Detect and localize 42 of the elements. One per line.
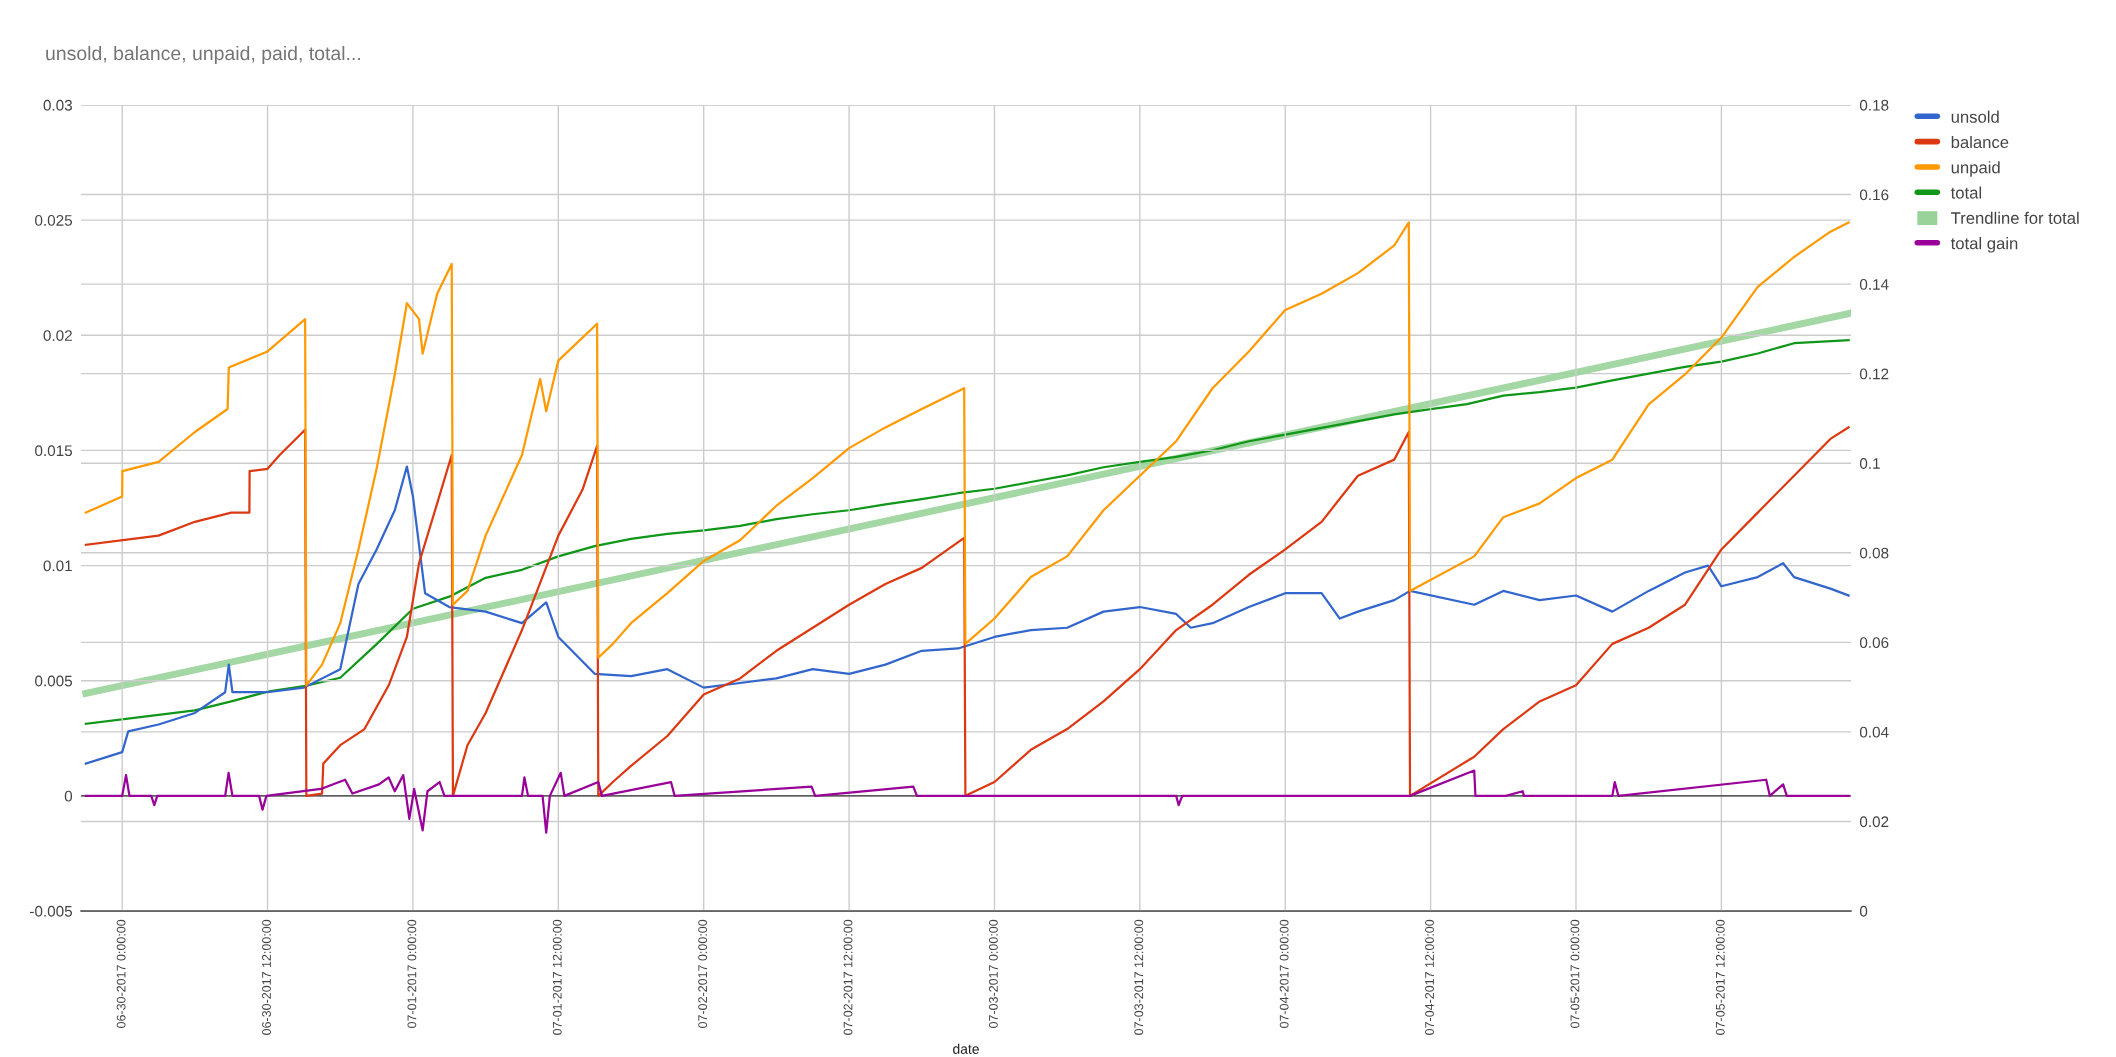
x-tick-label: 07-03-2017 12:00:00 — [1134, 919, 1144, 1035]
y2-tick-label: 0.02 — [1859, 816, 1889, 828]
y2-tick-label: 0.04 — [1859, 726, 1889, 738]
legend-label: unsold — [1951, 110, 1999, 123]
y-tick-label: 0.005 — [35, 675, 73, 687]
legend-label: balance — [1951, 135, 2009, 149]
y2-tick-label: 0.12 — [1859, 368, 1889, 380]
line-series — [84, 769, 1850, 834]
x-tick-label: 07-01-2017 12:00:00 — [552, 919, 562, 1035]
y-tick-label: 0 — [64, 790, 73, 802]
y2-tick-label: 0 — [1859, 905, 1868, 917]
x-tick-label: 07-03-2017 0:00:00 — [988, 919, 998, 1028]
line-series — [84, 221, 1850, 687]
x-tick-label: 07-05-2017 12:00:00 — [1715, 919, 1725, 1035]
x-tick-label: 07-02-2017 0:00:00 — [698, 919, 708, 1028]
y-tick-label: 0.01 — [43, 560, 72, 572]
x-tick-label: 07-04-2017 12:00:00 — [1425, 919, 1434, 1035]
y-tick-label: 0.03 — [43, 99, 72, 111]
y2-tick-label: 0.06 — [1859, 637, 1889, 649]
y2-tick-label: 0.14 — [1859, 278, 1889, 290]
line-series — [84, 465, 1850, 765]
legend-label: Trendline for total — [1951, 211, 2079, 224]
chart-title: unsold, balance, unpaid, paid, total... — [46, 45, 360, 65]
y2-tick-label: 0.08 — [1859, 547, 1889, 559]
x-axis-title: date — [953, 1043, 979, 1054]
x-tick-label: 07-05-2017 0:00:00 — [1570, 919, 1580, 1028]
legend-label: total — [1950, 186, 1982, 199]
legend-label: total gain — [1950, 237, 2018, 253]
x-tick-label: 07-01-2017 0:00:00 — [407, 919, 417, 1028]
x-tick-label: 06-30-2017 12:00:00 — [262, 919, 271, 1035]
y-tick-label: -0.005 — [30, 905, 73, 917]
y2-tick-label: 0.16 — [1859, 189, 1889, 201]
line-series — [84, 426, 1850, 797]
y-tick-label: 0.015 — [35, 445, 73, 457]
y2-tick-label: 0.1 — [1859, 458, 1880, 469]
y-tick-label: 0.02 — [43, 330, 72, 341]
x-tick-label: 07-02-2017 12:00:00 — [843, 919, 853, 1035]
x-tick-label: 07-04-2017 0:00:00 — [1279, 919, 1289, 1028]
y-tick-label: 0.025 — [35, 215, 73, 226]
legend-label: unpaid — [1951, 161, 2000, 177]
y2-tick-label: 0.18 — [1859, 99, 1889, 111]
x-tick-label: 06-30-2017 0:00:00 — [116, 919, 126, 1028]
